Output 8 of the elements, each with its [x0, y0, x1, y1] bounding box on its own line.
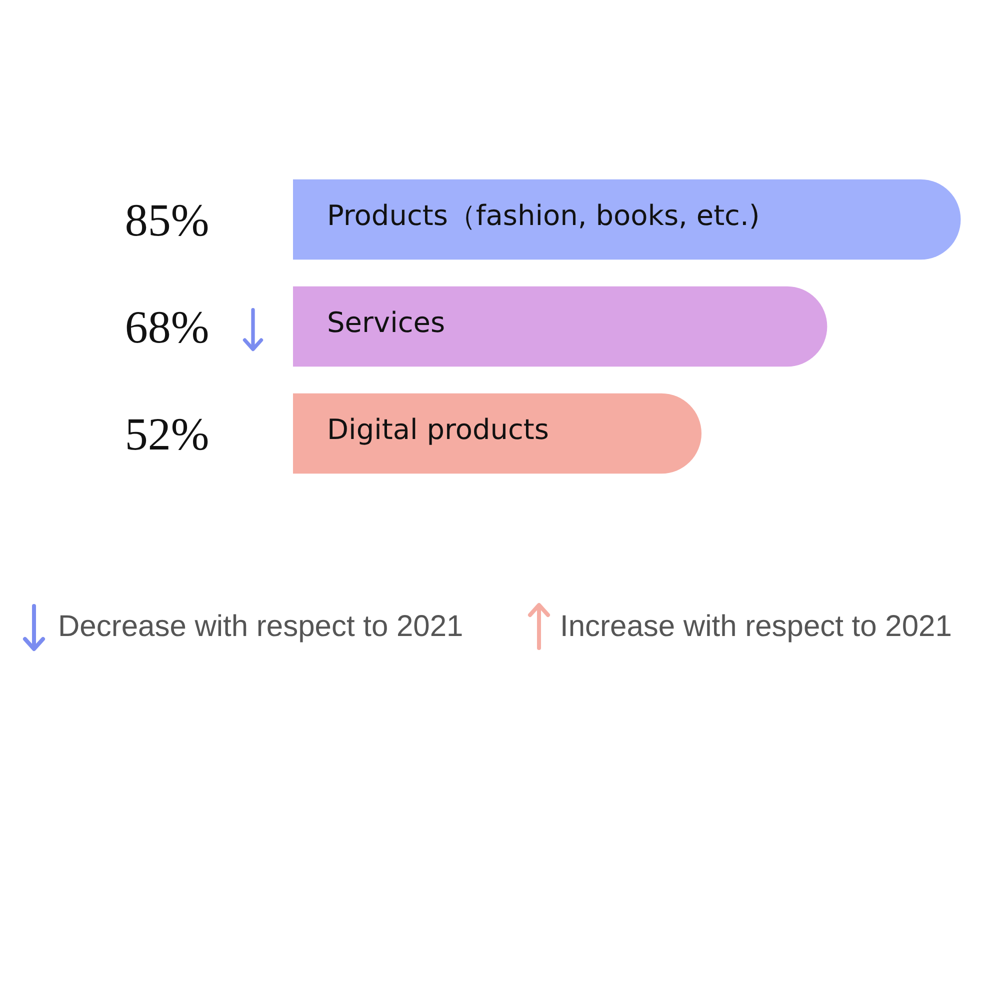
text: Increase with respect to 2021 — [560, 610, 952, 644]
data-label: 68% — [124, 302, 210, 353]
y-tick-label: Products（fashion, books, etc.) — [327, 198, 760, 232]
y-tick-label: Digital products — [327, 412, 549, 446]
text: Decrease with respect to 2021 — [58, 610, 464, 644]
data-label: 85% — [124, 194, 210, 246]
y-tick-label: Services — [327, 306, 446, 339]
data-label: 52% — [124, 408, 210, 460]
